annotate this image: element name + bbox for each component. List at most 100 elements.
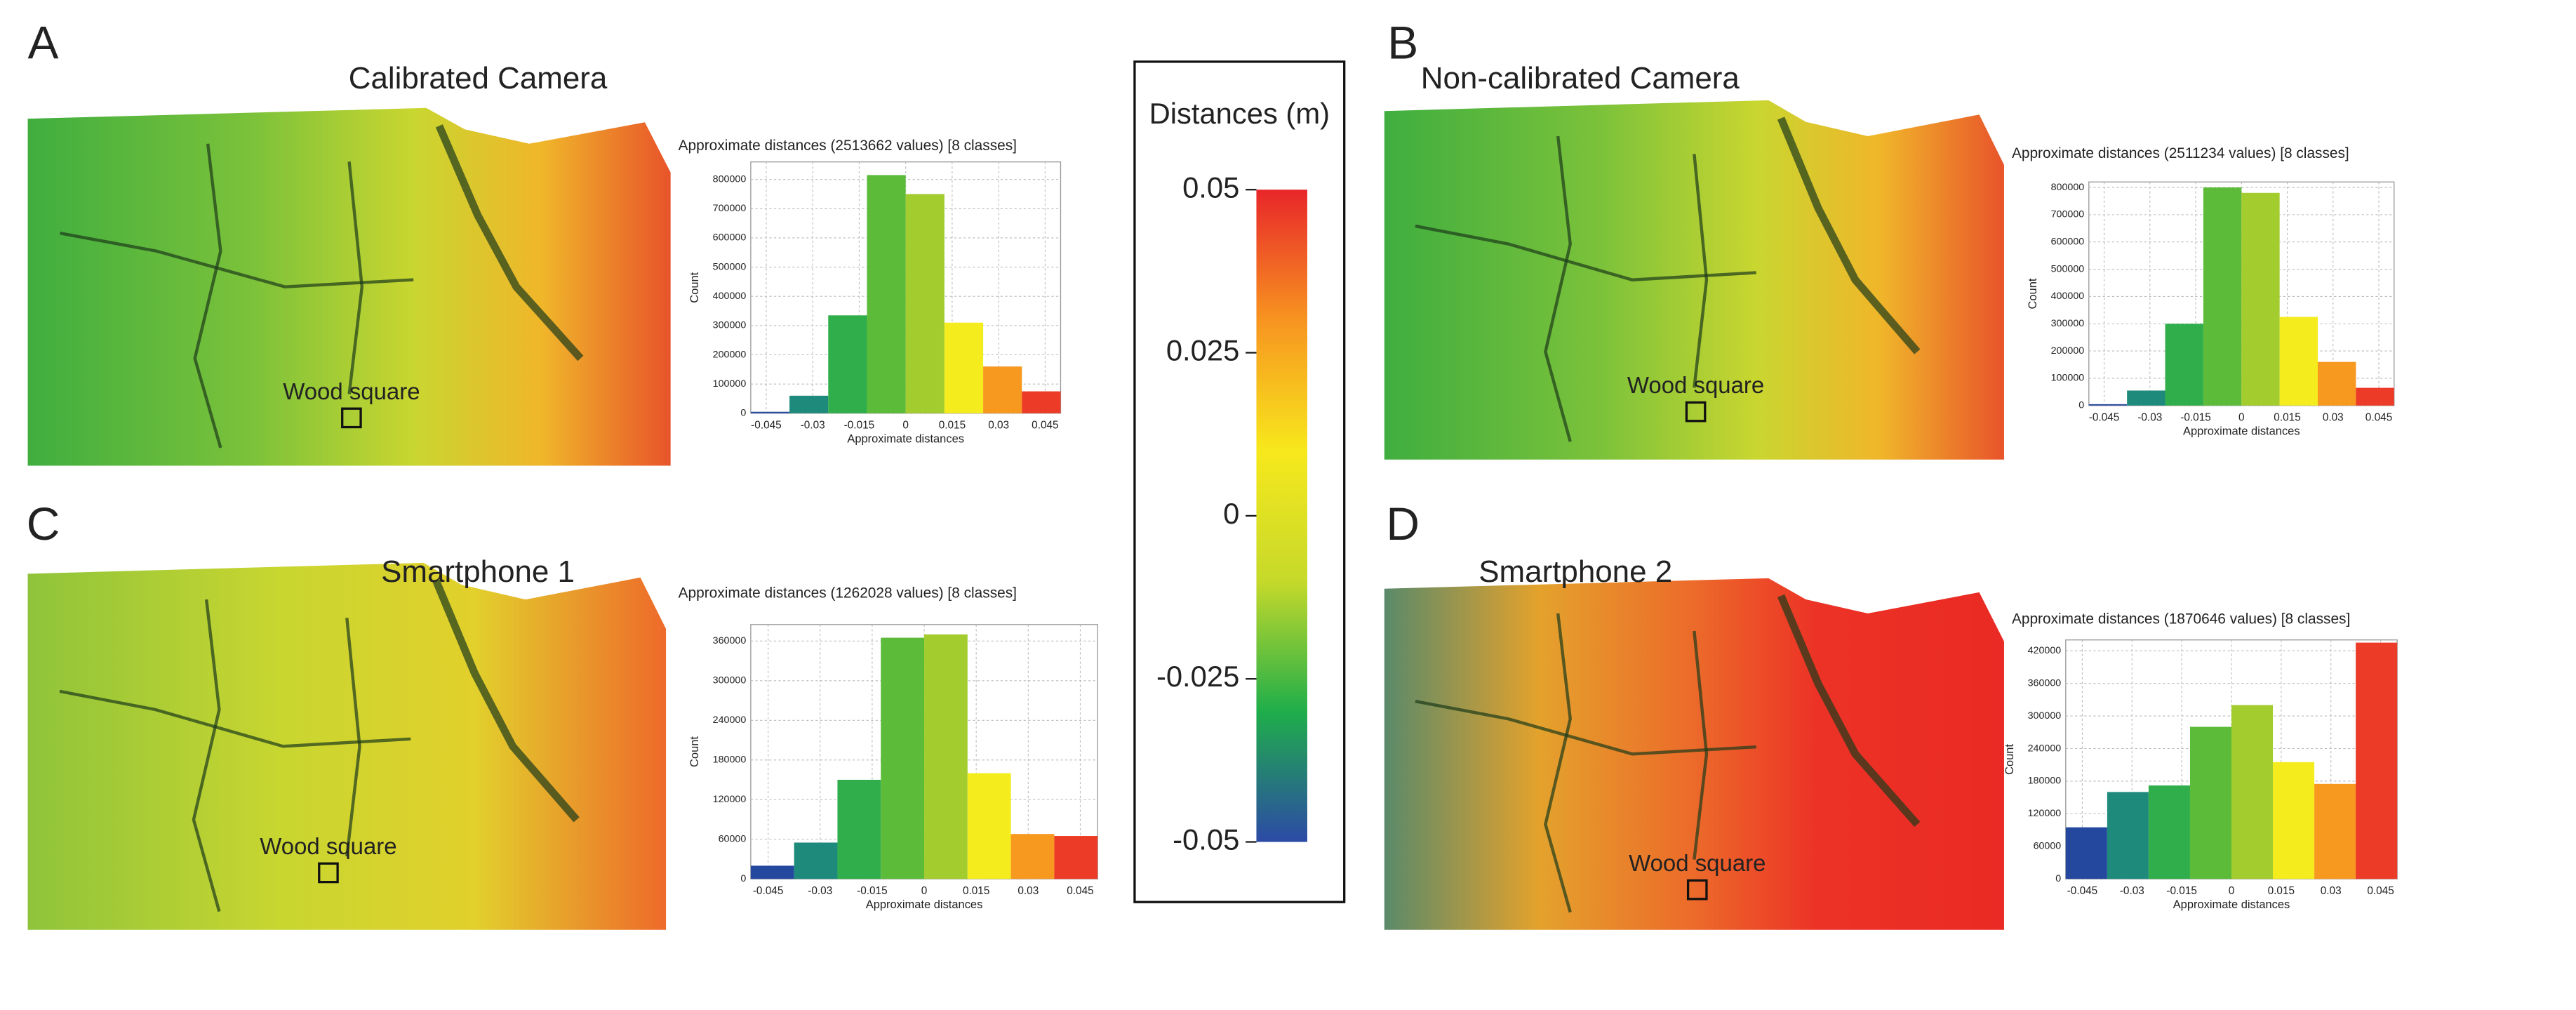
x-tick-label: 0.015 <box>2268 885 2295 897</box>
x-tick-label: -0.03 <box>808 885 832 897</box>
y-tick-label: 60000 <box>719 834 747 845</box>
x-tick-label: -0.015 <box>2166 885 2197 897</box>
histogram-bar <box>2241 192 2280 406</box>
y-tick-label: 300000 <box>2028 710 2062 722</box>
histogram-bar <box>789 395 829 413</box>
y-tick-label: 800000 <box>713 173 747 185</box>
panel-title: Calibrated Camera <box>349 61 608 95</box>
wood-square-marker <box>1686 879 1708 901</box>
histogram-bar <box>2107 792 2149 879</box>
y-tick-label: 700000 <box>2051 209 2085 220</box>
histogram-bar <box>924 634 968 879</box>
x-tick-label: -0.015 <box>857 885 888 897</box>
y-axis-label: Count <box>688 736 701 767</box>
histogram-bar <box>828 315 867 413</box>
colorbar-tick-label: 0.05 <box>1182 171 1239 204</box>
histogram-bar <box>2189 726 2231 879</box>
terrain-crack <box>193 143 222 448</box>
histogram-bar <box>944 322 984 413</box>
y-tick-label: 700000 <box>713 203 747 214</box>
x-tick-label: 0 <box>921 885 928 897</box>
histogram-bar <box>2165 324 2203 406</box>
terrain-map <box>27 107 671 466</box>
histogram-bar <box>750 411 790 413</box>
histogram-bar <box>1010 834 1055 879</box>
histogram-bar <box>2314 783 2356 879</box>
terrain-map <box>27 562 667 930</box>
terrain-crack <box>435 124 584 361</box>
y-tick-label: 240000 <box>713 715 747 726</box>
x-tick-label: 0.015 <box>939 419 966 431</box>
terrain-map <box>1384 578 2004 930</box>
y-tick-label: 200000 <box>713 349 747 360</box>
histogram-bar <box>2356 642 2398 879</box>
colorbar-tick-label: 0 <box>1223 497 1239 530</box>
histogram-bar <box>2127 390 2165 406</box>
y-tick-label: 0 <box>740 408 746 419</box>
terrain-crack <box>1415 224 1756 281</box>
y-tick-label: 120000 <box>2028 808 2062 819</box>
panel-label: B <box>1387 16 1418 68</box>
histogram-title: Approximate distances (2513662 values) [… <box>679 138 1017 154</box>
y-tick-label: 300000 <box>713 675 747 686</box>
terrain-crack <box>1693 630 1709 860</box>
x-tick-label: 0 <box>2238 411 2245 423</box>
x-tick-label: -0.015 <box>844 419 875 431</box>
histogram-bar <box>2231 705 2274 879</box>
terrain-crack <box>347 161 364 394</box>
y-tick-label: 100000 <box>2051 373 2085 384</box>
y-tick-label: 0 <box>2078 400 2084 411</box>
wood-square-marker <box>1685 401 1707 423</box>
terrain-crack <box>1544 135 1572 442</box>
colorbar <box>1256 190 1307 842</box>
histogram-bar <box>2148 785 2190 879</box>
x-tick-label: -0.045 <box>2067 885 2098 897</box>
histogram-bar <box>837 780 881 879</box>
x-axis-label: Approximate distances <box>866 898 983 911</box>
panel-label: C <box>27 498 60 550</box>
y-tick-label: 400000 <box>2051 291 2085 302</box>
y-tick-label: 0 <box>2055 873 2061 884</box>
terrain-crack <box>1415 700 1756 756</box>
x-axis-label: Approximate distances <box>2173 898 2290 911</box>
x-tick-label: 0.045 <box>1067 885 1093 897</box>
terrain-map <box>1384 100 2004 460</box>
x-tick-label: 0.03 <box>2323 411 2344 423</box>
histogram-title: Approximate distances (2511234 values) [… <box>2012 145 2349 161</box>
wood-square-marker <box>341 407 362 429</box>
histogram-bar <box>2088 404 2128 406</box>
terrain-crack <box>1777 117 1921 354</box>
histogram-bar <box>2279 317 2318 406</box>
terrain-crack <box>1544 613 1572 913</box>
histogram-bar <box>2065 827 2107 879</box>
wood-square-label: Wood square <box>1629 850 1766 876</box>
histogram-bar <box>905 194 945 413</box>
x-tick-label: 0.03 <box>2321 885 2342 897</box>
histogram-bar <box>1022 391 1061 413</box>
histogram-bar <box>983 366 1022 413</box>
x-tick-label: -0.03 <box>801 419 825 431</box>
y-tick-label: 360000 <box>713 635 747 646</box>
terrain-crack <box>192 599 221 912</box>
histogram-bar <box>2318 361 2356 406</box>
colorbar-frame <box>1133 60 1346 903</box>
x-tick-label: -0.03 <box>2137 411 2162 423</box>
colorbar-tick-label: 0.025 <box>1166 334 1239 367</box>
y-tick-label: 120000 <box>713 794 747 805</box>
panel-label: A <box>28 16 59 68</box>
x-tick-label: -0.045 <box>753 885 784 897</box>
y-tick-label: 60000 <box>2034 841 2062 852</box>
y-tick-label: 800000 <box>2051 182 2085 193</box>
wood-square-label: Wood square <box>283 378 420 404</box>
terrain-crack <box>1777 594 1921 828</box>
histogram-bar <box>881 637 925 879</box>
x-tick-label: 0 <box>2229 885 2235 897</box>
y-tick-label: 600000 <box>713 232 747 244</box>
y-tick-label: 500000 <box>713 261 747 272</box>
histogram-bar <box>2203 187 2242 406</box>
panel-title: Smartphone 1 <box>381 554 575 589</box>
y-axis-label: Count <box>2003 744 2016 775</box>
y-tick-label: 180000 <box>713 755 747 766</box>
x-tick-label: 0.045 <box>1032 419 1058 431</box>
x-tick-label: 0.045 <box>2365 411 2392 423</box>
